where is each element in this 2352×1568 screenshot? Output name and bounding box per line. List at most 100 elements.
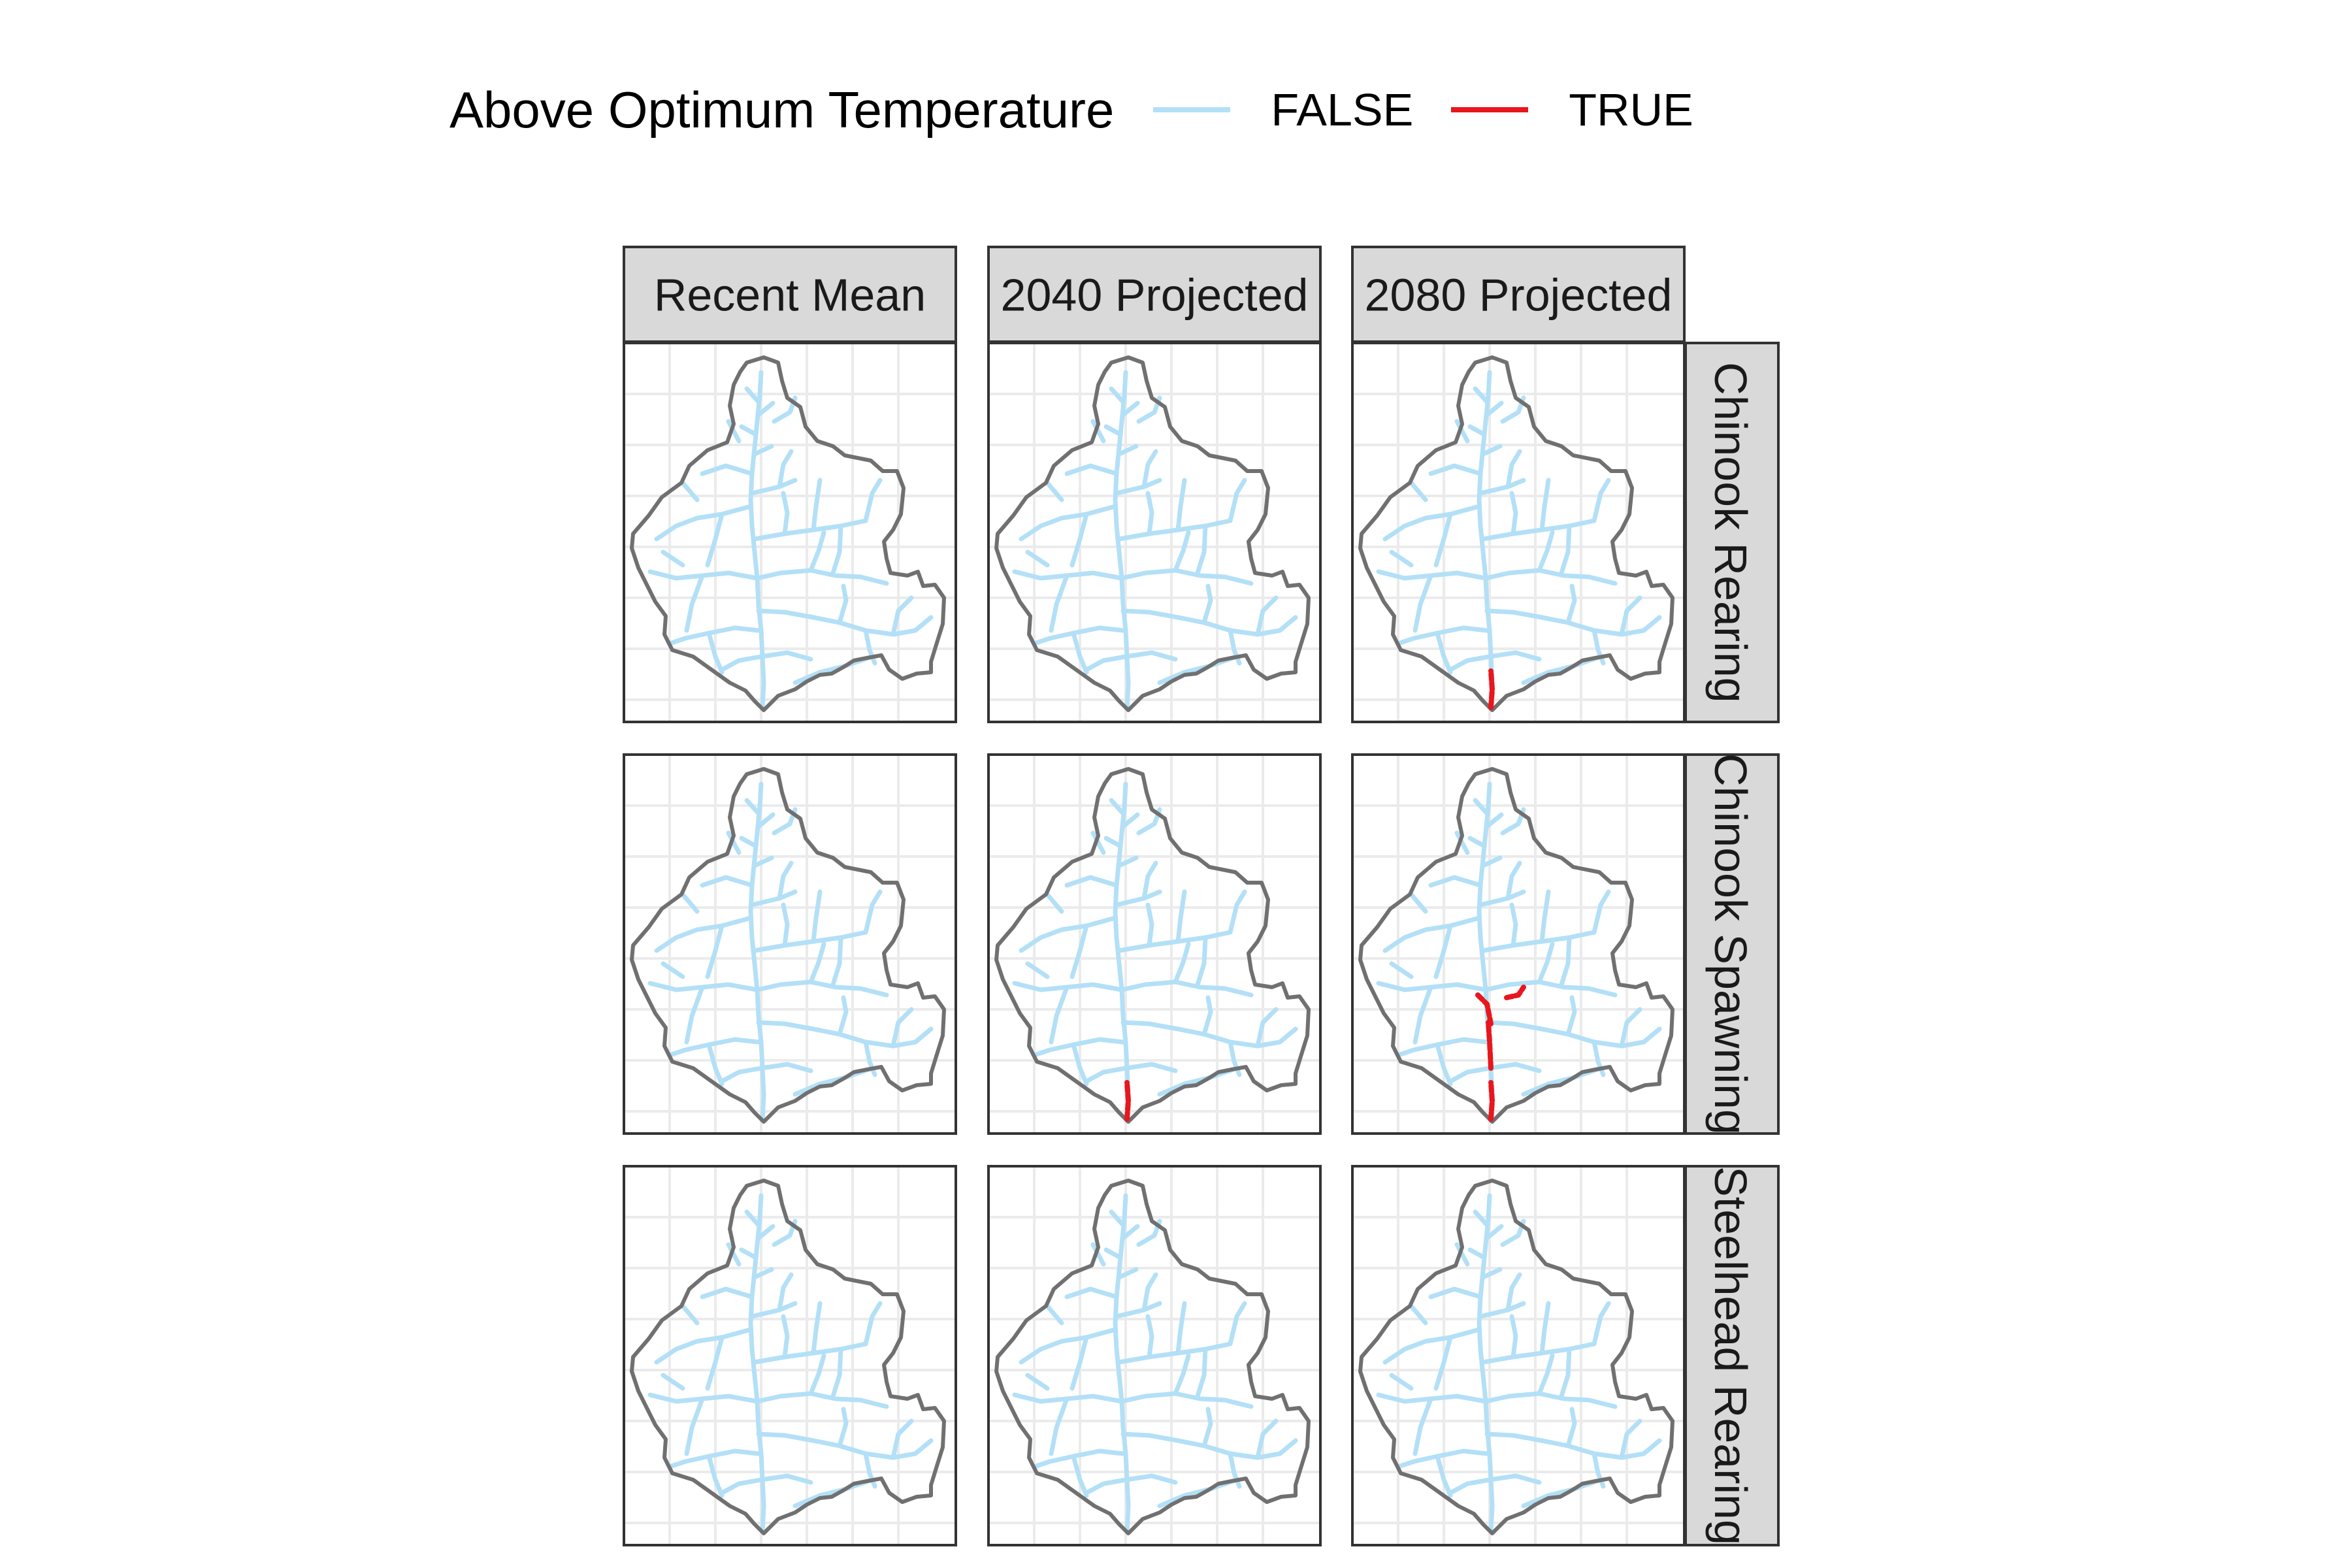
stream-segment	[1484, 608, 1662, 637]
above-optimum-segments	[1488, 668, 1495, 710]
stream-segment	[781, 1314, 790, 1360]
map-panel-chinook-spawning-2080-projected	[1351, 753, 1686, 1135]
stream-network	[647, 1193, 934, 1535]
stream-segment	[680, 480, 700, 502]
stream-segment	[1565, 583, 1577, 625]
stream-segment	[890, 1007, 914, 1049]
stream-segment	[1537, 530, 1555, 573]
stream-segment	[1071, 1454, 1089, 1498]
legend-label-false: FALSE	[1271, 84, 1414, 135]
above-optimum-lower-mainstem	[1486, 1020, 1494, 1071]
stream-segment	[837, 583, 849, 625]
column-label: Recent Mean	[654, 270, 926, 321]
stream-segment	[1084, 654, 1128, 672]
stream-segment	[1025, 1373, 1050, 1391]
stream-segment	[719, 1477, 764, 1495]
watershed-boundary	[994, 767, 1311, 1124]
legend-key-true	[1451, 107, 1529, 112]
stream-segment	[1592, 889, 1611, 935]
stream-segment	[1025, 549, 1050, 568]
stream-segment	[1175, 1301, 1187, 1356]
stream-network	[1376, 781, 1662, 1123]
stream-segment	[1473, 1209, 1490, 1228]
stream-segment	[752, 855, 774, 868]
map-panel-chinook-spawning-recent-mean	[623, 753, 957, 1135]
watershed-boundary	[994, 1179, 1311, 1535]
stream-segment	[1483, 979, 1618, 998]
stream-segment	[1084, 1477, 1128, 1495]
stream-segment	[1064, 1286, 1119, 1299]
stream-segment	[1119, 1391, 1254, 1409]
row-label: Steelhead Rearing	[1705, 1166, 1756, 1545]
stream-segment	[1539, 478, 1551, 532]
stream-segment	[744, 1209, 761, 1228]
stream-segment	[1480, 444, 1503, 457]
stream-segment	[756, 812, 776, 829]
panel-gridlines	[624, 343, 956, 722]
stream-segment	[1119, 979, 1254, 998]
stream-segment	[1025, 961, 1050, 979]
stream-segment	[1484, 1431, 1662, 1460]
stream-segment	[1473, 386, 1490, 404]
panel-border	[987, 342, 1322, 723]
stream-segment	[1045, 892, 1064, 914]
stream-segment	[1389, 1373, 1414, 1391]
stream-segment	[1539, 889, 1551, 944]
stream-segment	[739, 1247, 759, 1260]
stream-segment	[890, 595, 914, 637]
stream-segment	[1173, 530, 1191, 573]
map-panel-steelhead-rearing-2080-projected	[1351, 1165, 1686, 1546]
stream-segment	[1195, 935, 1208, 987]
stream-segment	[777, 449, 794, 489]
stream-segment	[1389, 961, 1414, 979]
panel-border	[987, 1165, 1322, 1546]
above-optimum-segments	[1475, 985, 1526, 1122]
stream-segment	[726, 830, 742, 855]
stream-network	[1376, 1193, 1662, 1535]
stream-segment	[1071, 630, 1089, 675]
stream-segment	[759, 1473, 813, 1485]
stream-segment	[1435, 1454, 1453, 1498]
stream-segment	[1619, 595, 1642, 637]
stream-segment	[700, 463, 755, 476]
stream-segment	[755, 1391, 889, 1409]
stream-segment	[808, 941, 826, 985]
stream-segment	[739, 424, 759, 437]
stream-segment	[1509, 1314, 1518, 1360]
stream-segment	[1049, 1396, 1070, 1456]
stream-segment	[1109, 1209, 1126, 1228]
column-strip-2040-projected: 2040 Projected	[987, 246, 1322, 343]
stream-segment	[744, 798, 761, 816]
stream-segment	[1120, 608, 1298, 637]
above-optimum-outlet	[1488, 668, 1495, 710]
stream-segment	[1045, 480, 1064, 502]
stream-segment	[1173, 941, 1191, 985]
above-optimum-segments	[1124, 1080, 1132, 1122]
stream-segment	[756, 1224, 776, 1241]
panel-gridlines	[1352, 1166, 1684, 1545]
stream-segment	[1120, 1431, 1298, 1460]
stream-segment	[1117, 1267, 1139, 1280]
stream-segment	[1413, 573, 1433, 633]
stream-segment	[1119, 568, 1254, 586]
stream-segment	[830, 935, 843, 987]
panel-border	[623, 1165, 957, 1546]
stream-segment	[759, 1062, 813, 1073]
stream-segment	[1433, 923, 1453, 979]
stream-segment	[1145, 1314, 1154, 1360]
stream-segment	[1505, 449, 1522, 489]
stream-segment	[1539, 1301, 1551, 1356]
stream-segment	[1228, 889, 1247, 935]
stream-segment	[777, 860, 794, 901]
stream-segment	[1505, 860, 1522, 901]
stream-network	[647, 370, 934, 711]
stream-segment	[837, 1407, 849, 1448]
stream-segment	[1592, 1301, 1611, 1347]
legend-item-false: FALSE	[1153, 84, 1413, 136]
stream-segment	[1413, 985, 1433, 1045]
panel-border	[1351, 753, 1686, 1135]
stream-segment	[1382, 504, 1482, 542]
stream-segment	[1454, 419, 1470, 444]
legend: Above Optimum Temperature FALSE TRUE	[449, 71, 1731, 149]
stream-segment	[706, 630, 725, 675]
